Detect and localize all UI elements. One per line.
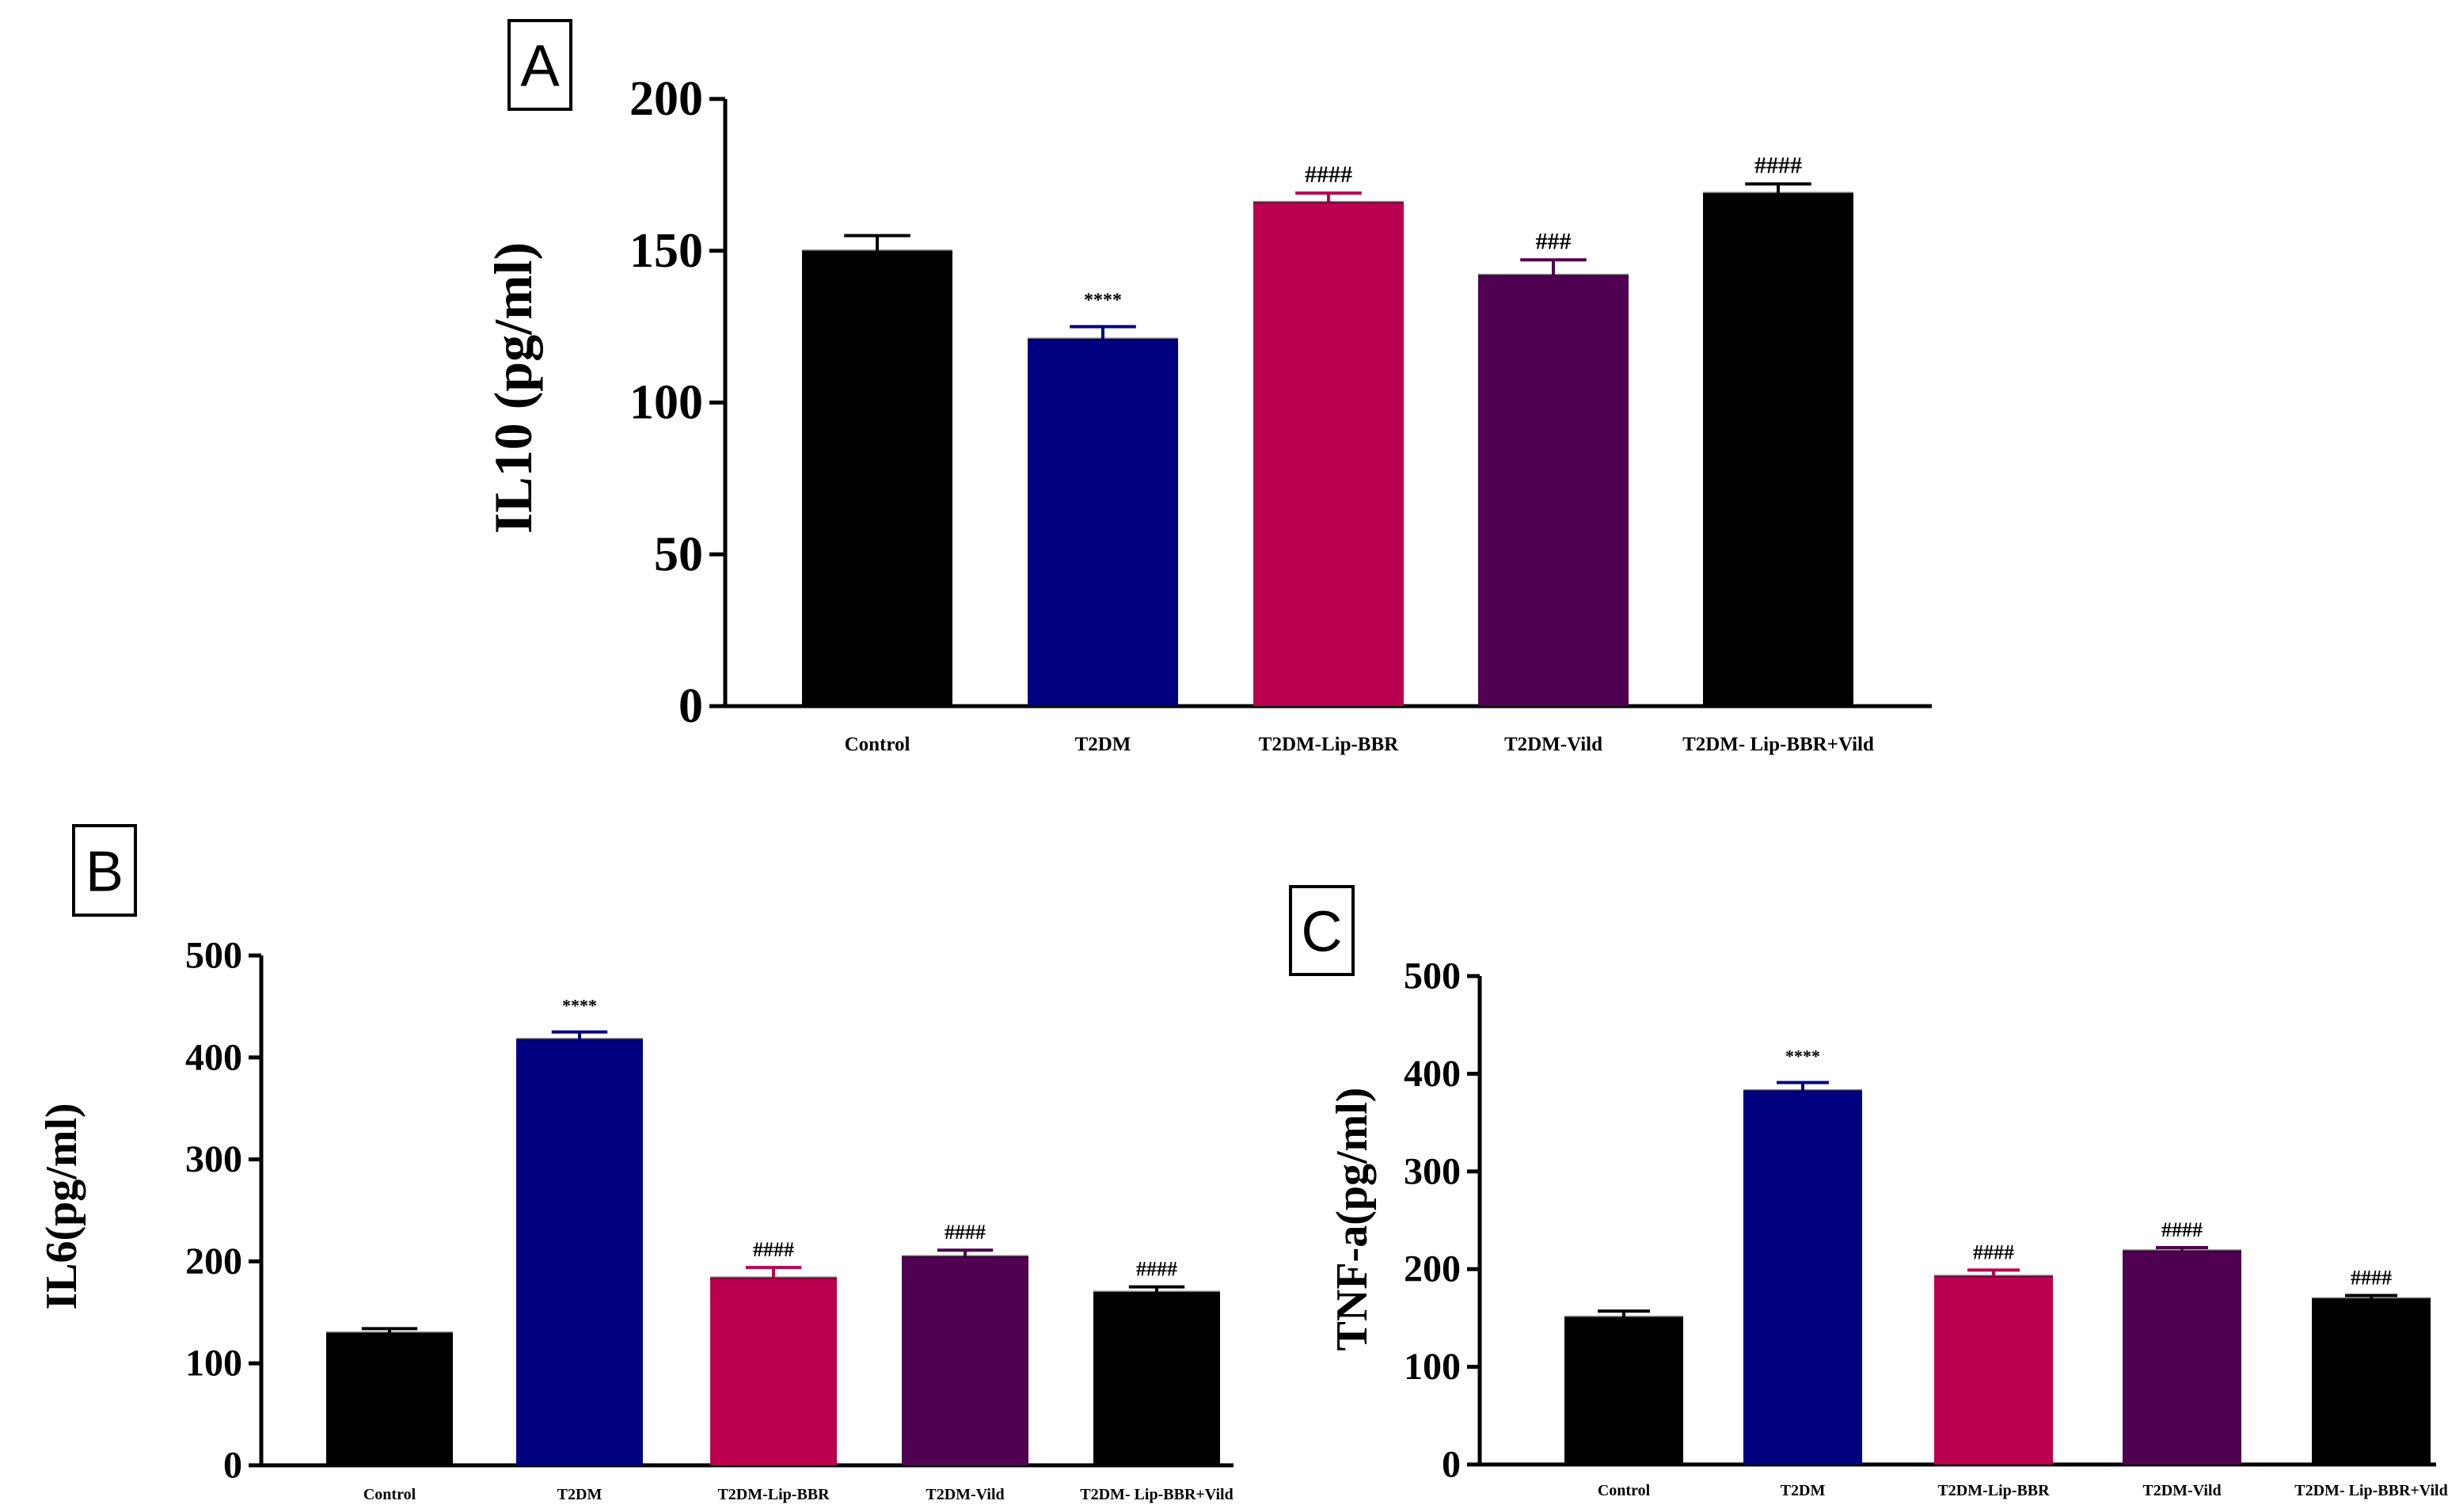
significance-label: #### bbox=[1973, 1240, 2014, 1263]
y-axis-title: IL10 (pg/ml) bbox=[483, 242, 543, 534]
panel-label-box bbox=[72, 824, 137, 917]
bar bbox=[326, 1332, 453, 1465]
y-tick-label: 50 bbox=[654, 527, 703, 581]
significance-label: **** bbox=[562, 996, 597, 1016]
y-tick-label: 200 bbox=[1404, 1248, 1461, 1290]
bar bbox=[902, 1256, 1028, 1465]
x-category-label: T2DM- Lip-BBR+Vild bbox=[2294, 1482, 2447, 1499]
y-tick-label: 300 bbox=[185, 1138, 242, 1180]
x-category-label: T2DM-Vild bbox=[1504, 734, 1602, 755]
y-tick-label: 100 bbox=[1404, 1346, 1461, 1388]
y-tick-label: 150 bbox=[629, 224, 703, 278]
x-category-label: T2DM bbox=[1781, 1482, 1826, 1499]
panel-c: C TNF-a(pg/ml) 0 100 200 300 400 500 Control ****… bbox=[1289, 885, 2448, 1499]
x-category-label: Control bbox=[1598, 1482, 1651, 1499]
bar bbox=[2123, 1250, 2241, 1465]
panel-label-box bbox=[1289, 885, 1355, 976]
bar bbox=[1564, 1316, 1683, 1465]
bar bbox=[1478, 275, 1629, 706]
y-axis-title: TNF-a(pg/ml) bbox=[1328, 1088, 1377, 1351]
y-tick-label: 0 bbox=[1442, 1444, 1461, 1486]
significance-label: ### bbox=[1536, 228, 1572, 254]
significance-label: #### bbox=[1305, 161, 1352, 188]
x-category-label: Control bbox=[845, 734, 910, 755]
bar bbox=[1093, 1292, 1220, 1465]
x-category-label: T2DM- Lip-BBR+Vild bbox=[1080, 1486, 1233, 1503]
bar bbox=[1253, 202, 1404, 706]
bar bbox=[1028, 338, 1178, 706]
y-tick-label: 500 bbox=[185, 935, 242, 977]
y-tick-label: 0 bbox=[223, 1445, 242, 1487]
significance-label: #### bbox=[2351, 1267, 2392, 1290]
y-tick-label: 400 bbox=[185, 1036, 242, 1078]
y-tick-label: 0 bbox=[679, 679, 703, 733]
y-tick-label: 200 bbox=[185, 1240, 242, 1282]
x-category-label: T2DM-Vild bbox=[926, 1486, 1004, 1503]
panel-label-box bbox=[507, 19, 572, 111]
x-category-label: T2DM-Vild bbox=[2142, 1482, 2221, 1499]
bar bbox=[516, 1039, 643, 1465]
significance-label: **** bbox=[1785, 1047, 1820, 1066]
panel-label: B bbox=[86, 840, 124, 903]
y-tick-label: 500 bbox=[1404, 955, 1461, 997]
bar bbox=[1703, 192, 1853, 706]
significance-label: **** bbox=[1084, 291, 1122, 311]
bar bbox=[1934, 1275, 2053, 1465]
significance-label: #### bbox=[945, 1221, 986, 1244]
y-tick-label: 300 bbox=[1404, 1150, 1461, 1192]
bar bbox=[1743, 1090, 1862, 1465]
significance-label: #### bbox=[1754, 152, 1802, 178]
x-category-label: T2DM-Lip-BBR bbox=[1937, 1482, 2050, 1499]
x-category-label: T2DM-Lip-BBR bbox=[717, 1486, 830, 1503]
bar bbox=[2312, 1298, 2431, 1465]
panel-a: A IL10 (pg/ml) 0 50 100 150 200 Control **** T2DM… bbox=[483, 19, 1932, 755]
y-axis-title: IL6(pg/ml) bbox=[37, 1103, 86, 1309]
y-tick-label: 200 bbox=[629, 72, 703, 126]
significance-label: #### bbox=[2161, 1218, 2203, 1241]
x-category-label: T2DM bbox=[557, 1486, 602, 1503]
panel-label: C bbox=[1302, 900, 1343, 963]
significance-label: #### bbox=[1136, 1258, 1177, 1281]
x-category-label: T2DM-Lip-BBR bbox=[1259, 734, 1399, 755]
x-category-label: T2DM bbox=[1075, 734, 1131, 755]
x-category-label: Control bbox=[363, 1486, 416, 1503]
y-tick-label: 100 bbox=[629, 376, 703, 430]
bar bbox=[802, 250, 952, 706]
y-tick-label: 400 bbox=[1404, 1053, 1461, 1095]
x-category-label: T2DM- Lip-BBR+Vild bbox=[1682, 734, 1874, 755]
bar bbox=[710, 1278, 837, 1465]
panel-label: A bbox=[520, 33, 560, 99]
significance-label: #### bbox=[753, 1238, 794, 1261]
panel-b: B IL6(pg/ml) 0 100 200 300 400 500 Control **** T2… bbox=[37, 824, 1234, 1503]
y-tick-label: 100 bbox=[185, 1343, 242, 1385]
